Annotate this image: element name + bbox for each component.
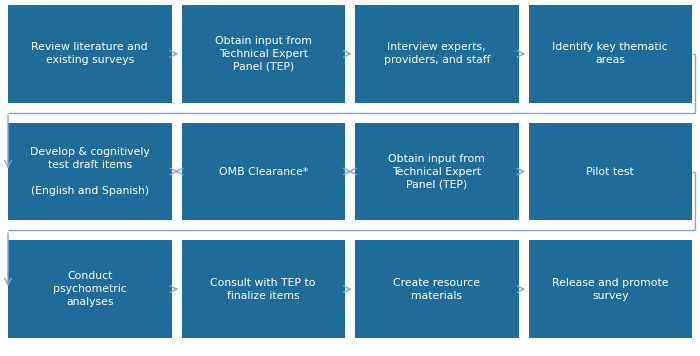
FancyBboxPatch shape [181, 5, 345, 103]
Text: Conduct
psychometric
analyses: Conduct psychometric analyses [53, 271, 127, 307]
Text: Pilot test: Pilot test [587, 167, 634, 177]
Text: Create resource
materials: Create resource materials [393, 278, 480, 300]
FancyBboxPatch shape [8, 5, 171, 103]
FancyBboxPatch shape [8, 123, 171, 220]
Text: Interview experts,
providers, and staff: Interview experts, providers, and staff [384, 42, 490, 65]
Text: Develop & cognitively
test draft items

(English and Spanish): Develop & cognitively test draft items (… [30, 147, 150, 196]
FancyBboxPatch shape [528, 240, 692, 338]
FancyBboxPatch shape [181, 240, 345, 338]
Text: OMB Clearance*: OMB Clearance* [218, 167, 308, 177]
FancyBboxPatch shape [181, 123, 345, 220]
FancyBboxPatch shape [355, 123, 519, 220]
FancyBboxPatch shape [355, 5, 519, 103]
Text: Release and promote
survey: Release and promote survey [552, 278, 668, 300]
FancyBboxPatch shape [528, 5, 692, 103]
Text: Identify key thematic
areas: Identify key thematic areas [552, 42, 668, 65]
Text: Obtain input from
Technical Expert
Panel (TEP): Obtain input from Technical Expert Panel… [389, 154, 485, 189]
Text: Review literature and
existing surveys: Review literature and existing surveys [32, 42, 148, 65]
Text: Consult with TEP to
finalize items: Consult with TEP to finalize items [211, 278, 316, 300]
FancyBboxPatch shape [8, 240, 171, 338]
FancyBboxPatch shape [355, 240, 519, 338]
Text: Obtain input from
Technical Expert
Panel (TEP): Obtain input from Technical Expert Panel… [215, 36, 312, 72]
FancyBboxPatch shape [528, 123, 692, 220]
